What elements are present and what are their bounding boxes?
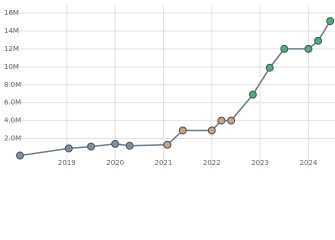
y-tick-label: 10M <box>4 63 19 71</box>
y-tick-label: 4.0M <box>4 117 21 125</box>
data-point <box>248 90 257 99</box>
x-tick-label: 2022 <box>203 159 221 167</box>
data-point <box>163 140 172 149</box>
x-tick-label: 2023 <box>251 159 269 167</box>
data-point <box>64 144 73 153</box>
data-point <box>178 126 187 135</box>
data-point <box>15 151 24 160</box>
data-point <box>87 142 96 151</box>
y-tick-label: 6.0M <box>4 99 21 107</box>
y-tick-label: 12M <box>4 45 19 53</box>
data-point <box>111 139 120 148</box>
chart: 2.0M 4.0M 6.0M 8.0M 10M 12M 14M 16M 2019 2020 2021… <box>4 5 335 169</box>
data-point <box>217 116 226 125</box>
data-point <box>314 36 323 45</box>
x-tick-label: 2024 <box>300 159 318 167</box>
data-point <box>207 126 216 135</box>
data-point <box>265 63 274 72</box>
data-point <box>326 17 335 26</box>
x-tick-label: 2021 <box>155 159 173 167</box>
y-tick-label: 8.0M <box>4 81 21 89</box>
data-point <box>227 116 236 125</box>
y-tick-label: 16M <box>4 9 19 17</box>
data-point <box>125 141 134 150</box>
y-tick-label: 2.0M <box>4 135 21 143</box>
x-tick-label: 2019 <box>58 159 76 167</box>
series-line <box>19 20 331 157</box>
data-point <box>280 44 289 53</box>
x-tick-label: 2020 <box>106 159 124 167</box>
data-point <box>304 44 313 53</box>
y-tick-label: 14M <box>4 27 19 35</box>
